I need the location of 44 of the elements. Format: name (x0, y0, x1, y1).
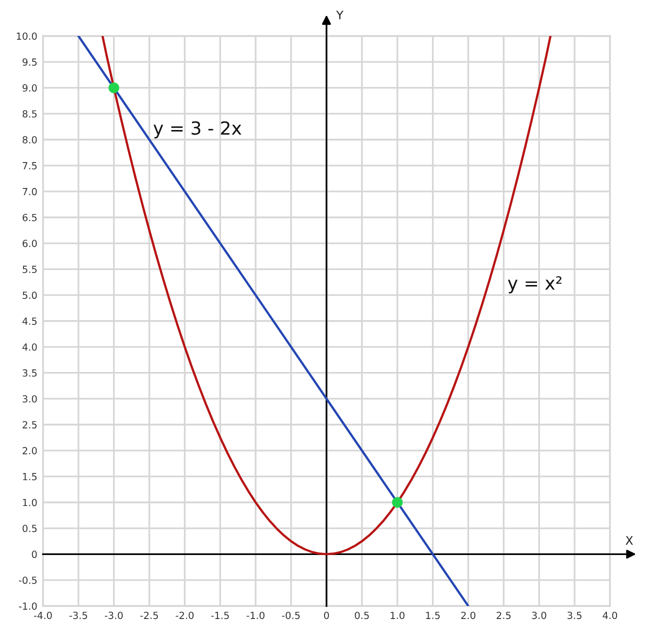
x-tick-label: 1.5 (426, 612, 440, 620)
y-tick-label: 5.5 (22, 266, 37, 274)
y-tick-label: -0.5 (18, 576, 37, 584)
x-tick-label: -2.0 (176, 612, 194, 620)
x-tick-label: 1.0 (390, 612, 404, 620)
x-tick-label: -0.5 (282, 612, 300, 620)
x-tick-label: 2.5 (496, 612, 511, 620)
x-tick-label: 0.5 (354, 612, 369, 620)
y-tick-label: 0.5 (22, 524, 37, 532)
x-axis-title: X (626, 536, 633, 545)
x-tick-label: -3.0 (104, 612, 123, 620)
y-tick-label: 2.0 (22, 447, 37, 454)
y-tick-label: 1.5 (23, 473, 37, 480)
y-tick-label: 7.5 (22, 162, 37, 170)
x-tick-label: 4.0 (602, 612, 618, 620)
y-tick-label: 1.0 (23, 498, 37, 506)
x-tick-label: 3.0 (532, 612, 546, 620)
x-tick-label: 3.5 (568, 612, 582, 620)
x-tick-label: -4.0 (34, 612, 52, 620)
y-tick-label: 4.5 (22, 318, 37, 325)
y-tick-label: 5.0 (22, 292, 37, 299)
x-tick-label: -2.5 (140, 612, 158, 620)
x-tick-label: -3.5 (69, 612, 88, 620)
x-tick-label: -1.5 (211, 612, 229, 620)
y-tick-label: 9.0 (22, 84, 37, 92)
y-tick-label: 6.5 (22, 214, 37, 222)
y-tick-label: 3.5 (22, 369, 37, 377)
x-tick-label: 0 (324, 612, 329, 620)
series-label: y = x² (508, 276, 562, 294)
x-tick-label: -1.0 (246, 612, 264, 620)
series-label: y = 3 - 2x (154, 121, 242, 138)
y-tick-label: 0 (32, 550, 37, 558)
y-tick-label: 6.0 (22, 240, 37, 248)
y-tick-label: 9.5 (22, 58, 37, 66)
y-tick-label: 7.0 (22, 188, 37, 196)
y-tick-label: 3.0 (22, 395, 37, 403)
y-tick-label: 8.0 (22, 136, 37, 144)
x-tick-label: 2.0 (461, 612, 476, 620)
y-tick-label: 4.0 (22, 343, 37, 351)
y-axis-title: Y (336, 10, 344, 20)
y-tick-label: 2.5 (22, 421, 37, 428)
y-tick-label: 8.5 (22, 110, 37, 118)
y-tick-label: 10.0 (16, 32, 37, 40)
y-tick-label: -1.0 (18, 602, 37, 610)
